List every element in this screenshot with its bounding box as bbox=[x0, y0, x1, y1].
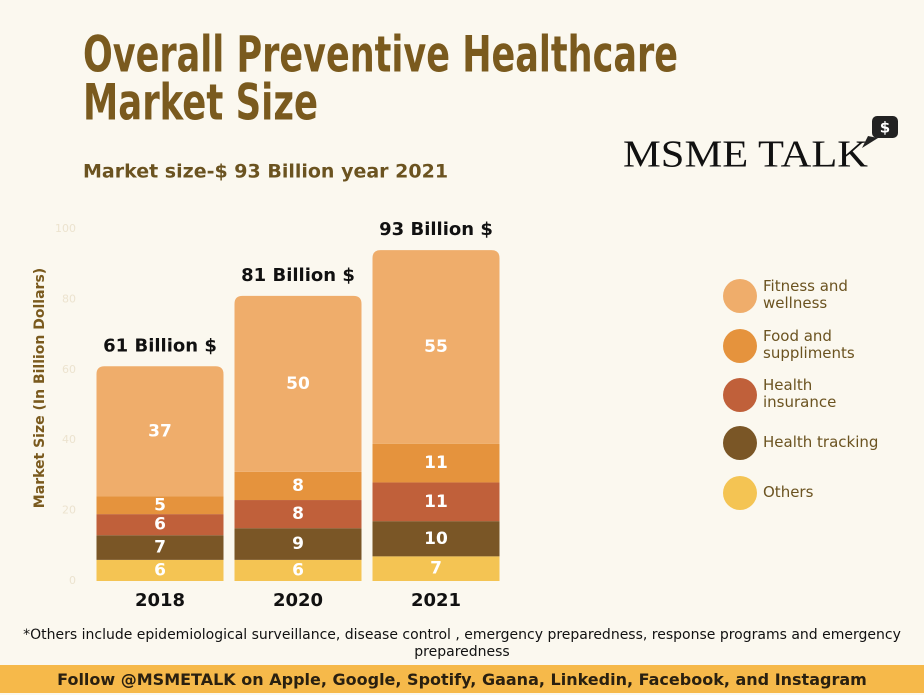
bar-segment bbox=[96, 496, 224, 515]
bar-segment bbox=[96, 559, 224, 581]
y-tick-label: 40 bbox=[62, 433, 76, 446]
logo-icon-tail bbox=[862, 136, 878, 148]
bar-segment bbox=[372, 482, 500, 522]
value-label: 55 bbox=[424, 337, 448, 357]
x-tick-label: 2021 bbox=[411, 590, 461, 611]
footer: Follow @MSMETALK on Apple, Google, Spoti… bbox=[0, 665, 924, 693]
bar-segment bbox=[234, 559, 362, 581]
bar-segment bbox=[372, 556, 500, 581]
bar-segment bbox=[96, 535, 224, 560]
legend-label: Fitness and wellness bbox=[763, 277, 848, 312]
legend-swatch bbox=[723, 378, 757, 412]
value-label: 6 bbox=[292, 560, 304, 580]
footnote: *Others include epidemiological surveill… bbox=[23, 627, 901, 660]
value-label: 5 bbox=[154, 495, 166, 515]
x-tick-label: 2018 bbox=[135, 590, 185, 611]
value-label: 8 bbox=[292, 476, 304, 496]
bar-segment bbox=[96, 514, 224, 536]
legend-label: Food and suppliments bbox=[763, 327, 855, 362]
value-label: 9 bbox=[292, 534, 304, 554]
total-label: 61 Billion $ bbox=[103, 335, 217, 356]
logo-icon: $ bbox=[880, 119, 890, 137]
value-label: 11 bbox=[424, 453, 448, 473]
bar-segment bbox=[234, 471, 362, 501]
legend-swatch bbox=[723, 279, 757, 313]
legend-label: Health insurance bbox=[763, 376, 837, 411]
value-label: 50 bbox=[286, 374, 310, 394]
legend-label: Health tracking bbox=[763, 432, 879, 451]
bar-segment bbox=[234, 500, 362, 529]
value-label: 7 bbox=[154, 538, 166, 558]
chart-subtitle: Market size-$ 93 Billion year 2021 bbox=[83, 161, 448, 183]
bar-segment bbox=[234, 528, 362, 560]
bar-segment bbox=[372, 443, 500, 483]
value-label: 11 bbox=[424, 492, 448, 512]
value-label: 6 bbox=[154, 560, 166, 580]
legend-swatch bbox=[723, 476, 757, 510]
y-tick-label: 20 bbox=[62, 504, 76, 517]
bar-segment bbox=[96, 366, 224, 497]
value-label: 10 bbox=[424, 529, 448, 549]
logo-text: MSME TALK bbox=[623, 134, 869, 176]
legend-swatch bbox=[723, 426, 757, 460]
y-tick-label: 0 bbox=[69, 574, 76, 587]
bar-segment bbox=[372, 521, 500, 557]
chart-title: Market Size bbox=[83, 74, 318, 132]
y-axis-label: Market Size (In Billion Dollars) bbox=[32, 268, 48, 508]
legend-swatch bbox=[723, 329, 757, 363]
value-label: 7 bbox=[430, 559, 442, 579]
x-tick-label: 2020 bbox=[273, 590, 323, 611]
y-tick-label: 80 bbox=[62, 292, 76, 305]
chart-title: Overall Preventive Healthcare bbox=[83, 26, 678, 84]
total-label: 93 Billion $ bbox=[379, 219, 493, 240]
value-label: 6 bbox=[154, 515, 166, 535]
legend-label: Others bbox=[763, 482, 814, 501]
bar-segment bbox=[372, 250, 500, 444]
total-label: 81 Billion $ bbox=[241, 265, 355, 286]
bar-segment bbox=[234, 295, 362, 472]
value-label: 37 bbox=[148, 421, 172, 441]
y-tick-label: 100 bbox=[55, 222, 76, 235]
value-label: 8 bbox=[292, 504, 304, 524]
logo-icon-bg bbox=[872, 116, 898, 138]
y-tick-label: 60 bbox=[62, 363, 76, 376]
